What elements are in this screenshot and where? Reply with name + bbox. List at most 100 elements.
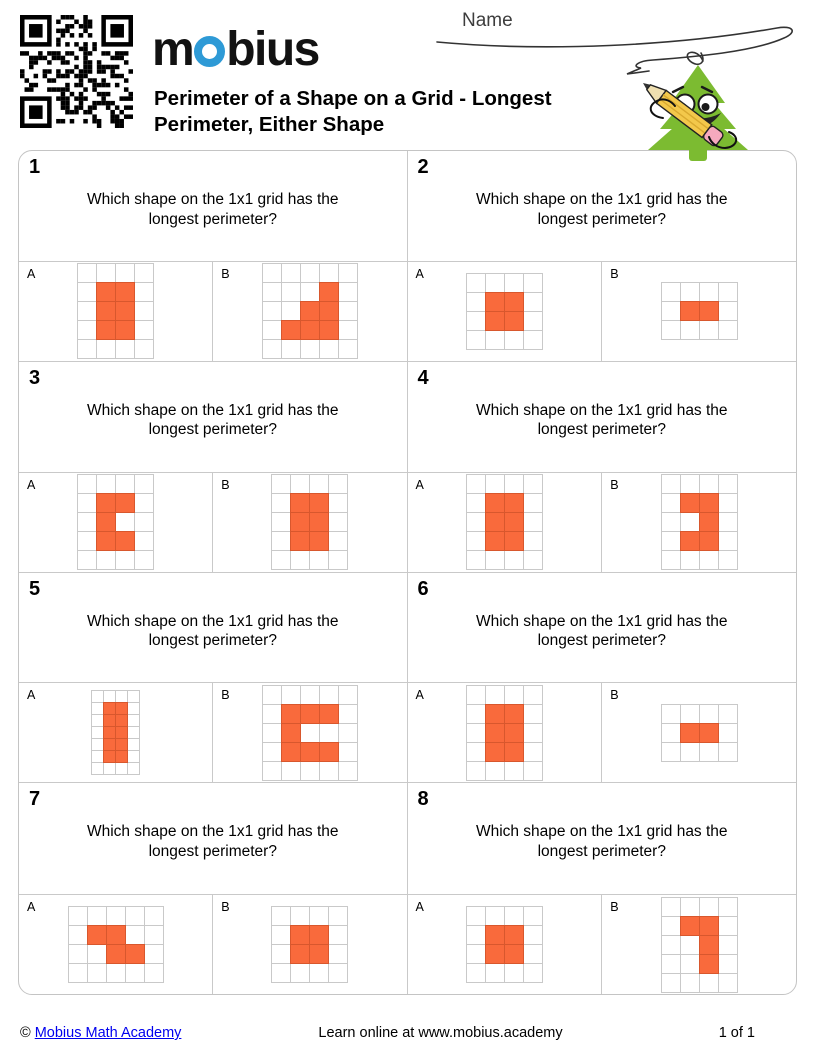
answer-option-b[interactable]: B	[213, 683, 406, 782]
question-line1: Which shape on the 1x1 grid has the	[475, 612, 728, 630]
question-text: Which shape on the 1x1 grid has the longe…	[408, 401, 797, 440]
problem-number: 5	[29, 577, 41, 600]
logo-text-rest: bius	[226, 23, 320, 76]
question-line2: longest perimeter?	[148, 632, 277, 649]
question-line2: longest perimeter?	[537, 632, 666, 649]
option-label: A	[27, 688, 36, 703]
question-line2: longest perimeter?	[148, 210, 277, 228]
option-label: B	[610, 477, 619, 492]
qr-code	[20, 15, 133, 128]
page-number: 1 of 1	[718, 1025, 755, 1041]
shape-grid	[660, 282, 738, 341]
name-field-label: Name	[462, 10, 513, 31]
question-line1: Which shape on the 1x1 grid has the	[86, 823, 339, 841]
option-label: A	[27, 266, 36, 281]
problem-card-6: 6 Which shape on the 1x1 grid has the long…	[407, 573, 797, 784]
shape-grid	[77, 263, 155, 360]
option-label: A	[27, 900, 36, 914]
answer-option-b[interactable]: B	[602, 683, 796, 782]
option-label: B	[610, 266, 619, 281]
answer-option-b[interactable]: B	[602, 262, 796, 361]
answer-option-a[interactable]: A	[19, 895, 214, 994]
logo-o-mark	[194, 36, 226, 67]
question-text: Which shape on the 1x1 grid has the longe…	[19, 822, 407, 861]
problem-card-2: 2 Which shape on the 1x1 grid has the long…	[407, 151, 797, 362]
worksheet-title: Perimeter of a Shape on a Grid - Longest…	[154, 86, 552, 138]
question-line2: longest perimeter?	[148, 842, 277, 860]
shape-grid	[271, 474, 349, 570]
answer-option-a[interactable]: A	[19, 683, 214, 783]
problems-grid: 1 Which shape on the 1x1 grid has the long…	[18, 150, 797, 995]
shape-grid	[660, 896, 738, 993]
shape-grid	[271, 906, 349, 983]
footer-center-text: Learn online at www.mobius.academy	[318, 1025, 563, 1041]
problem-number: 1	[29, 156, 41, 178]
question-text: Which shape on the 1x1 grid has the longe…	[408, 190, 797, 229]
mobius-logo: m bius	[152, 22, 320, 77]
shape-grid	[465, 906, 543, 983]
option-label: B	[221, 900, 230, 914]
logo-text-pre: m	[152, 23, 195, 76]
copyright: © Mobius Math Academy	[20, 1025, 182, 1041]
shape-grid	[77, 474, 155, 570]
shape-grid	[465, 474, 543, 570]
problem-card-8: 8 Which shape on the 1x1 grid has the long…	[407, 783, 797, 994]
question-line2: longest perimeter?	[537, 842, 666, 860]
shape-grid	[261, 263, 358, 360]
problem-number: 6	[417, 577, 429, 600]
question-text: Which shape on the 1x1 grid has the longe…	[408, 822, 797, 861]
question-line2: longest perimeter?	[537, 421, 666, 439]
question-line1: Which shape on the 1x1 grid has the	[86, 401, 339, 419]
problem-card-1: 1 Which shape on the 1x1 grid has the long…	[19, 151, 408, 362]
shape-grid	[660, 703, 738, 762]
problem-number: 8	[417, 788, 429, 811]
question-line1: Which shape on the 1x1 grid has the	[86, 612, 339, 630]
option-label: B	[221, 266, 230, 281]
shape-grid	[465, 684, 543, 781]
answer-option-a[interactable]: A	[408, 261, 603, 361]
question-line2: longest perimeter?	[148, 421, 277, 439]
question-line1: Which shape on the 1x1 grid has the	[475, 401, 728, 419]
answer-option-b[interactable]: B	[213, 262, 406, 361]
answer-option-a[interactable]: A	[408, 895, 603, 994]
shape-grid	[660, 474, 738, 570]
title-line-1: Perimeter of a Shape on a Grid - Longest	[154, 87, 552, 110]
tree-body	[648, 65, 748, 161]
problem-card-7: 7 Which shape on the 1x1 grid has the long…	[19, 783, 408, 994]
problem-card-5: 5 Which shape on the 1x1 grid has the long…	[19, 572, 408, 784]
answer-option-a[interactable]: A	[408, 472, 603, 572]
tree-arms	[649, 98, 737, 150]
shape-grid	[67, 906, 164, 983]
question-text: Which shape on the 1x1 grid has the longe…	[19, 401, 407, 440]
mobius-math-academy-link[interactable]: Mobius Math Academy	[34, 1025, 182, 1041]
answer-option-a[interactable]: A	[19, 472, 214, 572]
question-line1: Which shape on the 1x1 grid has the	[475, 823, 728, 841]
shape-grid	[465, 272, 543, 350]
name-underline-scribble	[436, 26, 793, 75]
answer-option-a[interactable]: A	[19, 261, 214, 361]
option-label: B	[610, 900, 619, 914]
title-line-2: Perimeter, Either Shape	[154, 113, 385, 136]
option-label: B	[610, 688, 619, 703]
question-line1: Which shape on the 1x1 grid has the	[86, 191, 339, 208]
shape-grid	[261, 684, 358, 781]
question-line2: longest perimeter?	[537, 210, 666, 228]
answer-option-a[interactable]: A	[408, 683, 603, 783]
hook-scribble	[686, 51, 704, 65]
option-label: B	[221, 688, 230, 703]
shape-grid	[91, 690, 141, 776]
question-text: Which shape on the 1x1 grid has the longe…	[19, 190, 407, 229]
answer-option-b[interactable]: B	[602, 895, 796, 994]
question-text: Which shape on the 1x1 grid has the longe…	[408, 612, 797, 651]
answer-option-b[interactable]: B	[213, 473, 406, 572]
answer-option-b[interactable]: B	[602, 473, 796, 572]
tree-face	[671, 85, 721, 126]
answer-option-b[interactable]: B	[213, 895, 406, 994]
